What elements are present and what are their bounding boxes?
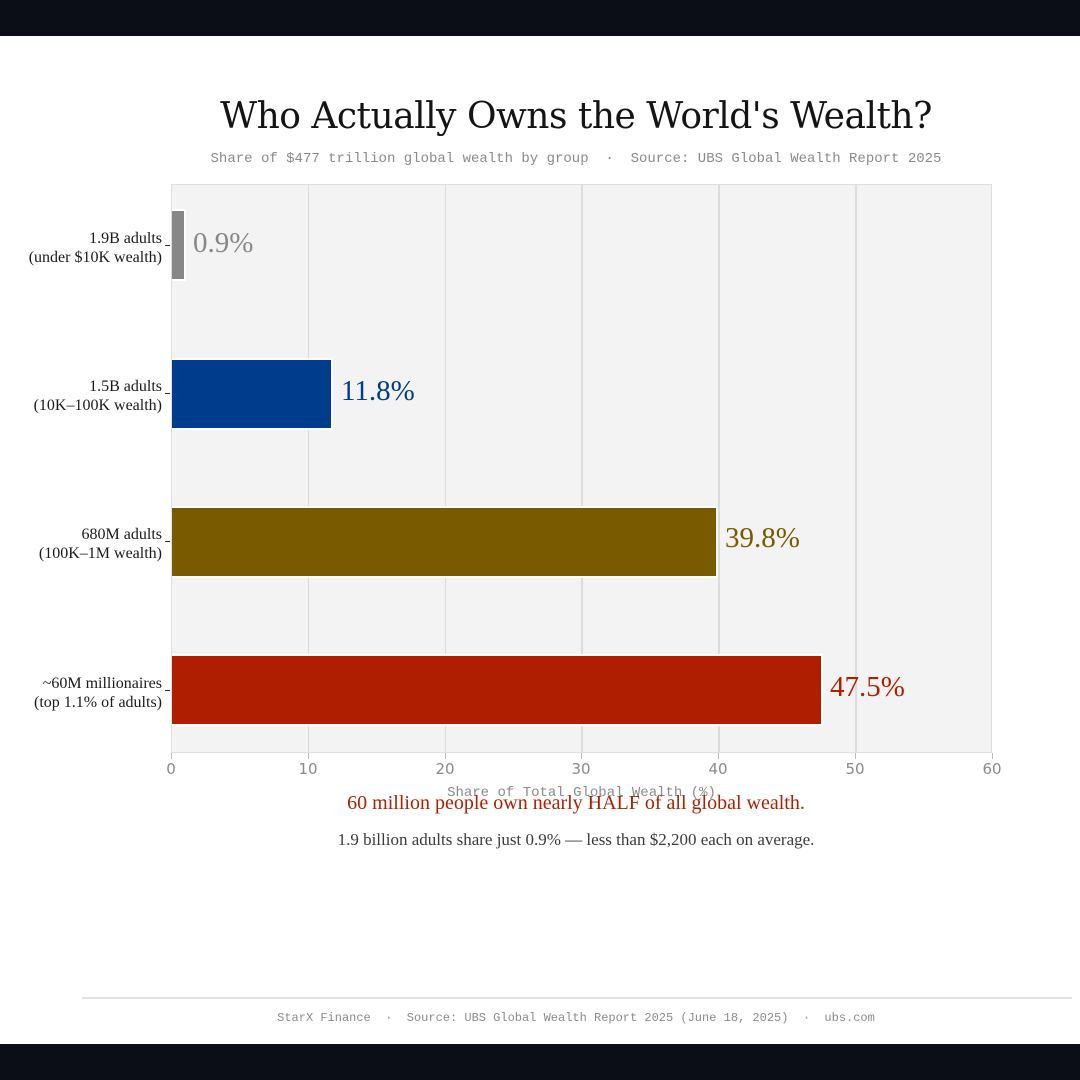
value-label-100k-1m: 39.8%: [725, 522, 800, 554]
y-label-100k-1m: 680M adults (100K–1M wealth): [39, 525, 162, 563]
plot-area: 0.9% 11.8% 39.8% 47.5%: [171, 184, 992, 753]
x-tick-label-20: 20: [435, 760, 455, 778]
value-label-under-10k: 0.9%: [193, 227, 254, 259]
x-tick-label-50: 50: [845, 760, 865, 778]
y-label-line1: ~60M millionaires: [42, 675, 162, 692]
x-tick-label-30: 30: [571, 760, 591, 778]
x-tick: [581, 753, 582, 759]
x-tick-label-0: 0: [166, 760, 176, 778]
x-tick-label-60: 60: [982, 760, 1002, 778]
y-label-under-10k: 1.9B adults (under $10K wealth): [29, 229, 162, 267]
y-label-line2: (100K–1M wealth): [38, 545, 162, 562]
gridline-10: [307, 185, 310, 752]
y-tick: [165, 541, 170, 542]
y-tick: [165, 690, 170, 691]
x-tick: [171, 753, 172, 759]
headline-annotation: 60 million people own nearly HALF of all…: [347, 792, 805, 814]
gridline-50: [855, 185, 857, 752]
x-axis-title: Share of Total Global Wealth (%): [447, 785, 716, 801]
note-annotation: 1.9 billion adults share just 0.9% — les…: [337, 830, 815, 849]
y-label-line2: (under $10K wealth): [28, 249, 162, 266]
x-tick: [718, 753, 719, 759]
y-label-line1: 1.5B adults: [89, 378, 162, 395]
gridline-30: [581, 185, 583, 752]
y-tick: [165, 245, 170, 246]
x-tick: [855, 753, 856, 759]
value-label-millionaires: 47.5%: [830, 671, 905, 703]
value-label-10k-100k: 11.8%: [341, 375, 415, 407]
chart-title: Who Actually Owns the World's Wealth?: [220, 96, 932, 137]
bottom-band: [0, 1044, 1080, 1080]
x-tick: [308, 753, 309, 759]
bar-under-10k[interactable]: [172, 209, 186, 281]
x-tick-label-10: 10: [298, 760, 318, 778]
y-label-line1: 1.9B adults: [89, 230, 162, 247]
gridline-20: [444, 185, 447, 752]
chart-subtitle: Share of $477 trillion global wealth by …: [210, 151, 942, 167]
x-tick-label-40: 40: [708, 760, 728, 778]
y-label-line2: (10K–100K wealth): [33, 397, 162, 414]
bar-100k-1m[interactable]: [172, 506, 718, 578]
x-tick: [992, 753, 993, 759]
x-tick: [445, 753, 446, 759]
y-tick: [165, 393, 170, 394]
bar-10k-100k[interactable]: [172, 358, 333, 430]
y-label-line2: (top 1.1% of adults): [34, 694, 162, 711]
y-label-millionaires: ~60M millionaires (top 1.1% of adults): [34, 674, 162, 712]
footer-credits: StarX Finance · Source: UBS Global Wealt…: [277, 1011, 875, 1025]
top-band: [0, 0, 1080, 36]
bar-millionaires[interactable]: [172, 654, 823, 726]
gridline-40: [718, 185, 720, 752]
footer-divider: [82, 997, 1072, 999]
y-label-line1: 680M adults: [81, 526, 162, 543]
y-label-10k-100k: 1.5B adults (10K–100K wealth): [34, 377, 162, 415]
